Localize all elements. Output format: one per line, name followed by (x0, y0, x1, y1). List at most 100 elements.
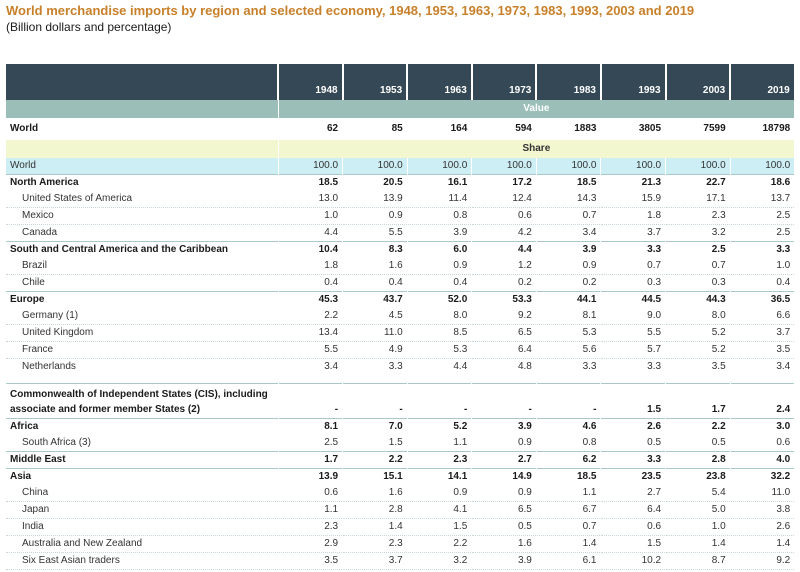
cell-value: 4.1 (407, 501, 473, 519)
cell-value: 0.7 (665, 258, 731, 275)
cell-value: 3.2 (407, 552, 473, 570)
cell-value: 0.5 (471, 518, 537, 536)
economy-row: Six East Asian traders 3.5 3.7 3.2 3.9 6.1 10.… (6, 552, 796, 570)
cell-value: 2.3 (342, 535, 408, 553)
row-label: North America (6, 174, 279, 191)
cell-value: 4.4 (278, 224, 344, 242)
cell-value: 3.3 (600, 358, 667, 375)
region-row: Africa 8.1 7.0 5.2 3.9 4.6 2.6 2.2 3.0 (6, 418, 796, 435)
row-label: United States of America (6, 191, 279, 208)
cell-value: 8.7 (665, 552, 731, 570)
year-header: 2003 (665, 64, 732, 100)
cell-value: 0.2 (536, 274, 602, 292)
cell-value: 3.5 (730, 341, 796, 359)
cell-value: 1.5 (600, 402, 667, 419)
value-band-row: Value (6, 100, 796, 118)
cell-value: 8.0 (665, 308, 731, 325)
cell-value: - (471, 402, 537, 419)
cell-value: 9.2 (471, 308, 537, 325)
row-label: South and Central America and the Caribb… (6, 241, 279, 258)
cell-value: 7599 (665, 118, 731, 140)
cell-value: 5.5 (278, 341, 344, 359)
cell-value: 0.2 (471, 274, 537, 292)
row-label: Chile (6, 274, 279, 292)
row-label: India (6, 518, 279, 536)
cell-value: 6.2 (536, 451, 602, 469)
cell-value: 52.0 (407, 291, 473, 308)
economy-row: United Kingdom 13.4 11.0 8.5 6.5 5.3 5.5 5.2 3.7 (6, 324, 796, 342)
year-header: 1963 (407, 64, 473, 100)
cell-value: 14.3 (536, 191, 602, 208)
cell-value: 2.3 (407, 451, 473, 469)
page-subtitle: (Billion dollars and percentage) (6, 20, 172, 34)
cell-value: 1883 (536, 118, 602, 140)
cell-value: 1.1 (536, 485, 602, 502)
cell-value: 5.4 (665, 485, 731, 502)
cell-value: 20.5 (342, 174, 408, 191)
cell-value: 3.5 (278, 552, 344, 570)
empty-cell (278, 383, 344, 402)
cell-value: 3.9 (407, 224, 473, 242)
cell-value: 16.1 (407, 174, 473, 191)
cell-value: 0.6 (600, 518, 667, 536)
cell-value: 18.5 (536, 174, 602, 191)
cell-value: 11.4 (407, 191, 473, 208)
cell-value: 14.1 (407, 468, 473, 485)
cell-value: 3.2 (665, 224, 731, 242)
cell-value: 3.8 (730, 501, 796, 519)
cell-value: 3.3 (730, 241, 796, 258)
cell-value: 0.3 (665, 274, 731, 292)
row-label: Germany (1) (6, 308, 279, 325)
cell-value: 0.7 (600, 258, 667, 275)
cell-value: 13.9 (278, 468, 344, 485)
cell-value: 44.1 (536, 291, 602, 308)
cell-value: 6.1 (536, 552, 602, 570)
economy-row: Chile 0.4 0.4 0.4 0.2 0.2 0.3 0.3 0.4 (6, 274, 796, 292)
cell-value: 10.2 (600, 552, 667, 570)
cell-value: 6.5 (471, 501, 537, 519)
cell-value: 2.7 (600, 485, 667, 502)
cell-value: 0.4 (730, 274, 796, 292)
cell-value: 164 (407, 118, 473, 140)
cell-value: 1.0 (278, 207, 344, 225)
cell-value: 3.5 (665, 358, 731, 375)
cell-value: 3.9 (471, 418, 537, 435)
cell-value: 15.1 (342, 468, 408, 485)
economy-row: Canada 4.4 5.5 3.9 4.2 3.4 3.7 3.2 2.5 (6, 224, 796, 242)
cell-value: 100.0 (665, 158, 731, 175)
cell-value: 0.6 (471, 207, 537, 225)
cell-value: 0.9 (536, 258, 602, 275)
share-band-label: Share (278, 140, 796, 158)
year-header: 1953 (342, 64, 409, 100)
row-label: Africa (6, 418, 279, 435)
cell-value: 100.0 (278, 158, 344, 175)
cell-value: 1.4 (342, 518, 408, 536)
cell-value: 0.9 (342, 207, 408, 225)
cell-value: 3.7 (730, 324, 796, 342)
cell-value: 5.2 (407, 418, 473, 435)
cell-value: 13.9 (342, 191, 408, 208)
cis-row-line2: associate and former member States (2) - -… (6, 402, 796, 419)
row-label: Six East Asian traders (6, 552, 279, 570)
row-label: Middle East (6, 451, 279, 469)
imports-table: 1948 1953 1963 1973 1983 1993 2003 2019 Value Wor… (6, 64, 796, 570)
row-label: Netherlands (6, 358, 279, 375)
cell-value: 1.0 (730, 258, 796, 275)
cell-value: 0.8 (407, 207, 473, 225)
economy-row: China 0.6 1.6 0.9 0.9 1.1 2.7 5.4 11.0 (6, 485, 796, 502)
cell-value: 0.4 (278, 274, 344, 292)
cell-value: 3.4 (536, 224, 602, 242)
cell-value: 3.3 (600, 241, 667, 258)
cell-value: 3.4 (730, 358, 796, 375)
cell-value: 6.6 (730, 308, 796, 325)
cell-value: 6.0 (407, 241, 473, 258)
row-label: associate and former member States (2) (6, 402, 279, 419)
cell-value: 100.0 (407, 158, 473, 175)
economy-row: Mexico 1.0 0.9 0.8 0.6 0.7 1.8 2.3 2.5 (6, 207, 796, 225)
cell-value: 13.0 (278, 191, 344, 208)
cell-value: 0.9 (407, 485, 473, 502)
cell-value: 594 (471, 118, 537, 140)
row-label: Mexico (6, 207, 279, 225)
cell-value: 0.9 (471, 485, 537, 502)
cell-value: 3.3 (342, 358, 408, 375)
